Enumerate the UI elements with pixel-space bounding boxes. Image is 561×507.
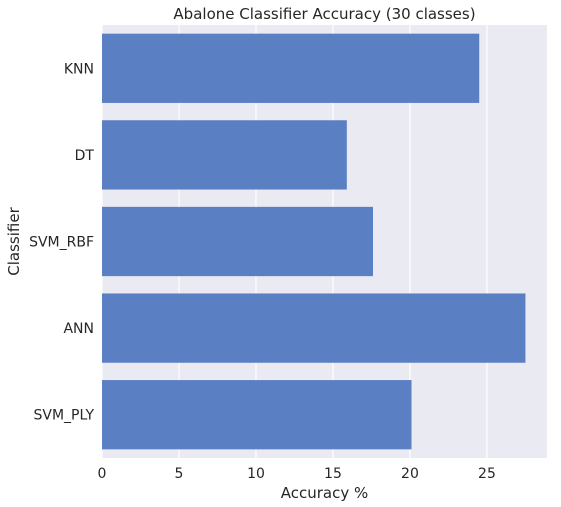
y-tick-label: KNN — [64, 61, 94, 77]
x-tick-label: 0 — [98, 466, 107, 482]
x-tick-label: 20 — [401, 466, 419, 482]
bar-ann — [102, 293, 526, 363]
bar-svm-ply — [102, 380, 412, 450]
y-axis-label: Classifier — [5, 206, 23, 275]
bar-dt — [102, 120, 347, 190]
x-tick-label: 10 — [247, 466, 265, 482]
y-tick-label: SVM_PLY — [34, 408, 95, 424]
x-tick-label: 25 — [478, 466, 496, 482]
x-axis-label: Accuracy % — [281, 484, 369, 502]
x-tick-label: 15 — [324, 466, 342, 482]
bar-knn — [102, 33, 480, 103]
bar-svm-rbf — [102, 206, 374, 277]
bars — [102, 33, 526, 450]
y-tick-label: DT — [75, 148, 95, 164]
x-tick-labels: 0 5 10 15 20 25 — [98, 466, 496, 482]
y-tick-label: ANN — [63, 321, 94, 337]
chart-title: Abalone Classifier Accuracy (30 classes) — [173, 5, 475, 23]
x-tick-label: 5 — [175, 466, 184, 482]
y-tick-labels: KNN DT SVM_RBF ANN SVM_PLY — [29, 61, 94, 423]
y-tick-label: SVM_RBF — [29, 235, 94, 251]
